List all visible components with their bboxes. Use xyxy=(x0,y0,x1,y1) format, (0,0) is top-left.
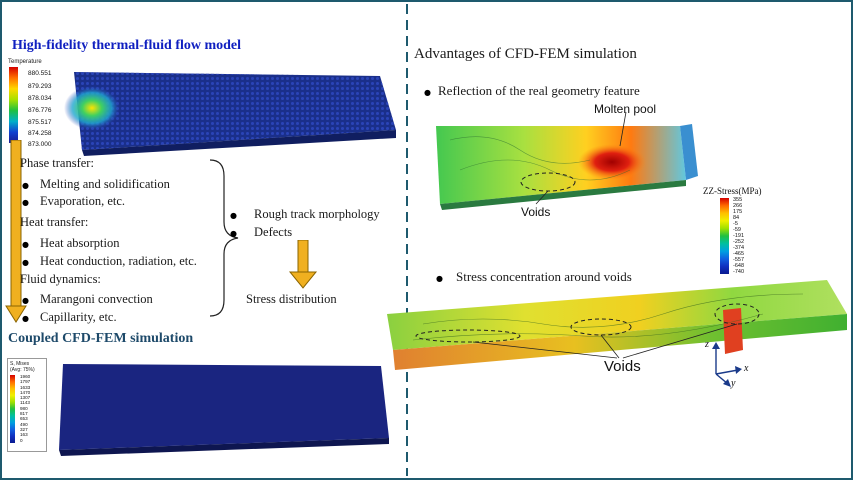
section-item: Heat conduction, radiation, etc. xyxy=(40,254,197,268)
bullet-dot: ● xyxy=(22,240,29,249)
bullet-dot: ● xyxy=(22,296,29,305)
mises-value: 1143 xyxy=(20,400,30,406)
section-item: Capillarity, etc. xyxy=(40,310,117,324)
section-item: Melting and solidification xyxy=(40,177,170,191)
zz-value: 355 xyxy=(733,197,743,203)
mises-value: 1797 xyxy=(20,379,31,385)
void-callout-left xyxy=(415,329,521,343)
advantages-heading: Advantages of CFD-FEM simulation xyxy=(414,46,637,62)
down-arrow-stress xyxy=(288,240,318,289)
zz-value: -465 xyxy=(733,251,745,257)
mises-value: 1960 xyxy=(20,374,31,379)
axis-label-y: y xyxy=(731,378,736,389)
section-heading: Heat transfer: xyxy=(20,215,89,229)
zz-value: 84 xyxy=(733,215,740,221)
zz-value: -557 xyxy=(733,257,745,263)
temp-legend-value: 875.517 xyxy=(28,119,52,126)
axis-label-z: z xyxy=(705,339,709,350)
zz-value: -374 xyxy=(733,245,745,251)
mises-value: 327 xyxy=(20,426,28,432)
temp-legend-value: 878.034 xyxy=(28,95,52,102)
voids-label-top: Voids xyxy=(521,205,551,219)
temp-legend-value: 873.000 xyxy=(28,141,52,148)
bullet-dot: ● xyxy=(22,198,29,207)
void-callout-right xyxy=(714,303,760,325)
grouping-brace xyxy=(209,159,239,317)
zz-stress-color-bar xyxy=(720,198,729,274)
right-bullet-geometry: Reflection of the real geometry feature xyxy=(438,83,640,98)
zz-value: -740 xyxy=(733,269,745,275)
zz-value: 175 xyxy=(733,209,743,215)
mises-value: 0 xyxy=(20,437,23,443)
section-item: Marangoni convection xyxy=(40,292,153,306)
coupled-simulation-title: Coupled CFD-FEM simulation xyxy=(8,331,194,346)
bullet-dot: ● xyxy=(424,88,431,97)
down-arrow-left xyxy=(5,140,27,323)
bullet-dot: ● xyxy=(22,258,29,267)
stress-distribution-label: Stress distribution xyxy=(246,292,337,306)
mises-value: 490 xyxy=(20,421,28,427)
mises-color-bar xyxy=(10,375,15,443)
temp-legend-value: 876.776 xyxy=(28,107,52,114)
right-bullet-stress: Stress concentration around voids xyxy=(456,269,632,284)
temperature-color-bar xyxy=(9,67,18,143)
mid-bullet: Rough track morphology xyxy=(254,207,380,221)
temp-legend-value: 874.258 xyxy=(28,130,52,137)
mises-legend-title: S, Mises xyxy=(10,361,30,367)
stress-concentration-simulation xyxy=(387,280,847,370)
zz-legend-values: 355 266 175 84 -5 -59 -191 -252 -374 -46… xyxy=(733,197,744,275)
zz-value: 266 xyxy=(733,203,743,209)
section-heading: Fluid dynamics: xyxy=(20,272,101,286)
mises-value: 1633 xyxy=(20,384,31,390)
bullet-dot: ● xyxy=(436,274,443,283)
mises-value: 817 xyxy=(20,411,28,417)
zz-value: -191 xyxy=(733,233,745,239)
thermal-simulation-slab xyxy=(64,72,396,156)
zz-value: -59 xyxy=(733,227,741,233)
bullet-dot: ● xyxy=(230,211,237,220)
mises-value: 1470 xyxy=(20,389,31,395)
zz-value: -5 xyxy=(733,221,738,227)
section-item: Heat absorption xyxy=(40,236,120,250)
mises-value: 1307 xyxy=(20,395,31,401)
mises-value: 653 xyxy=(20,416,28,422)
axis-label-x: x xyxy=(744,363,749,374)
temperature-legend-title: Temperature xyxy=(8,59,42,65)
zz-stress-legend-title: ZZ-Stress(MPa) xyxy=(703,186,762,196)
voids-label-bottom: Voids xyxy=(604,358,641,375)
zz-value: -252 xyxy=(733,239,745,245)
bullet-dot: ● xyxy=(230,229,237,238)
mid-bullet: Defects xyxy=(254,225,293,239)
molten-pool-simulation xyxy=(436,111,698,210)
temp-legend-value: 880.551 xyxy=(28,70,52,77)
temp-legend-value: 879.293 xyxy=(28,83,52,90)
section-item: Evaporation, etc. xyxy=(40,194,126,208)
molten-pool-label: Molten pool xyxy=(594,102,657,116)
mises-legend-values: 1960 1797 1633 1470 1307 1143 980 817 65… xyxy=(20,374,30,443)
bullet-dot: ● xyxy=(22,314,29,323)
bullet-dot: ● xyxy=(22,181,29,190)
void-callout-middle xyxy=(570,318,632,336)
mises-value: 163 xyxy=(20,432,28,438)
mises-legend-subtitle: (Avg: 75%) xyxy=(10,367,35,373)
fem-mesh-slab xyxy=(59,364,389,456)
axis-triad xyxy=(712,342,742,387)
thermal-model-title: High-fidelity thermal-fluid flow model xyxy=(12,38,242,53)
mises-value: 980 xyxy=(20,405,28,411)
zz-value: -648 xyxy=(733,263,745,269)
section-heading: Phase transfer: xyxy=(20,156,94,170)
